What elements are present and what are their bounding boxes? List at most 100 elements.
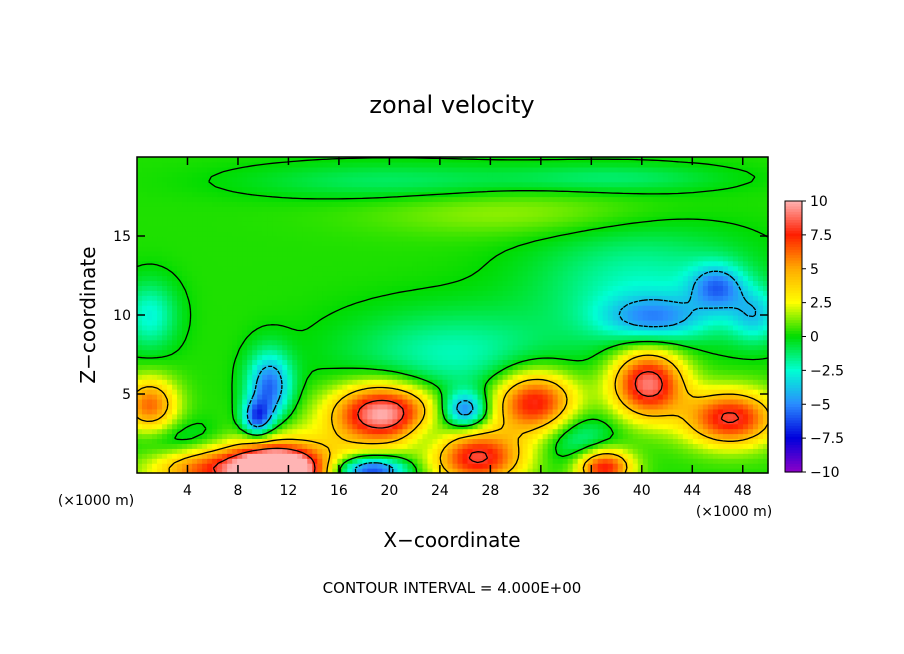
heat-cell — [707, 394, 714, 400]
heat-cell — [407, 344, 414, 351]
heat-cell — [472, 310, 479, 316]
heat-cell — [497, 448, 504, 454]
heat-cell — [707, 290, 714, 296]
heat-cell — [727, 300, 734, 306]
heat-cell — [612, 428, 619, 435]
heat-cell — [547, 384, 554, 390]
heat-cell — [662, 453, 669, 459]
heat-cell — [272, 379, 278, 385]
heat-cell — [507, 408, 514, 415]
heat-cell — [297, 369, 303, 375]
heat-cell — [602, 394, 609, 400]
heat-cell — [457, 408, 464, 415]
heat-cell — [377, 448, 383, 454]
heat-cell — [677, 369, 684, 375]
heat-cell — [552, 319, 559, 326]
heat-cell — [662, 374, 669, 380]
heat-cell — [622, 359, 629, 365]
heat-cell — [212, 315, 218, 321]
heat-cell — [677, 374, 684, 380]
heat-cell — [322, 438, 328, 444]
heat-cell — [457, 339, 464, 346]
heat-cell — [372, 290, 378, 296]
heat-cell — [427, 408, 434, 415]
heat-cell — [332, 453, 338, 459]
heat-cell — [427, 374, 434, 380]
heat-cell — [377, 389, 383, 395]
heat-cell — [422, 354, 429, 361]
heat-cell — [487, 324, 494, 331]
heat-cell — [372, 305, 378, 311]
heat-cell — [617, 280, 624, 286]
heat-cell — [542, 374, 549, 380]
heat-cell — [612, 369, 619, 375]
heat-cell — [667, 389, 674, 395]
heat-cell — [157, 438, 163, 444]
heat-cell — [517, 403, 524, 410]
heat-cell — [502, 295, 509, 301]
heat-cell — [197, 433, 203, 440]
heat-cell — [247, 329, 253, 336]
heat-cell — [457, 364, 464, 370]
heat-cell — [422, 369, 429, 375]
heat-cell — [327, 324, 333, 331]
heat-cell — [627, 359, 634, 365]
heat-cell — [582, 389, 589, 395]
heat-cell — [287, 423, 293, 430]
heat-cell — [552, 280, 559, 286]
heat-cell — [597, 339, 604, 346]
heat-cell — [377, 463, 383, 469]
heat-cell — [712, 290, 719, 296]
heat-cell — [512, 315, 519, 321]
heat-cell — [567, 310, 574, 316]
heat-cell — [257, 344, 263, 351]
heat-cell — [652, 418, 659, 425]
heat-cell — [137, 315, 143, 321]
heat-cell — [397, 354, 404, 361]
heat-cell — [657, 423, 664, 430]
heat-cell — [477, 319, 484, 326]
heat-cell — [652, 295, 659, 301]
heat-cell — [632, 344, 639, 351]
heat-cell — [552, 354, 559, 361]
heat-cell — [747, 433, 754, 440]
heat-cell — [607, 280, 614, 286]
heat-cell — [527, 305, 534, 311]
heat-cell — [247, 408, 253, 415]
heat-cell — [302, 305, 308, 311]
heat-cell — [182, 384, 188, 390]
heat-cell — [382, 305, 388, 311]
heat-cell — [472, 305, 479, 311]
heat-cell — [457, 389, 464, 395]
heat-cell — [282, 300, 288, 306]
heat-cell — [487, 354, 494, 361]
heat-cell — [602, 364, 609, 370]
heat-cell — [242, 468, 248, 474]
heat-cell — [402, 463, 409, 469]
heat-cell — [477, 389, 484, 395]
heat-cell — [332, 290, 338, 296]
heat-cell — [732, 300, 739, 306]
heat-cell — [167, 305, 173, 311]
heat-cell — [307, 315, 313, 321]
heat-cell — [627, 423, 634, 430]
heat-cell — [277, 339, 283, 346]
heat-cell — [532, 359, 539, 365]
heat-cell — [517, 339, 524, 346]
heat-cell — [522, 305, 529, 311]
heat-cell — [422, 275, 429, 282]
heat-cell — [537, 438, 544, 444]
heat-cell — [757, 359, 764, 365]
heat-cell — [472, 408, 479, 415]
heat-cell — [542, 315, 549, 321]
heat-cell — [557, 354, 564, 361]
heat-cell — [667, 443, 674, 449]
heat-cell — [147, 433, 153, 440]
heat-cell — [547, 275, 554, 282]
heat-cell — [762, 344, 769, 351]
heat-cell — [387, 374, 394, 380]
heat-cell — [542, 295, 549, 301]
heat-cell — [542, 453, 549, 459]
heat-cell — [687, 463, 694, 469]
heat-cell — [372, 433, 378, 440]
